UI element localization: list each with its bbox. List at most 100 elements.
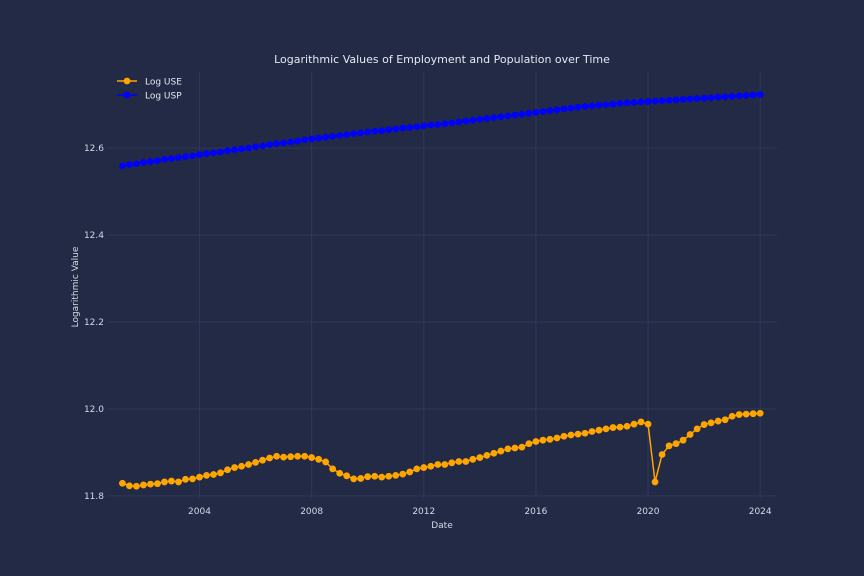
data-point [364,128,372,136]
data-point [532,109,540,116]
data-point [441,461,449,468]
data-point [378,473,386,481]
data-point [140,159,147,166]
data-point [497,113,505,121]
data-point [595,426,603,434]
data-point [175,154,182,162]
data-point [637,418,645,426]
data-point [742,92,750,99]
series-line [122,93,761,167]
data-point [301,136,309,144]
data-point [364,473,372,481]
data-point [161,478,168,486]
data-point [735,92,743,100]
data-point [602,101,610,108]
data-point [637,98,645,106]
data-point [644,420,652,428]
data-point [448,119,456,127]
data-point [476,115,484,123]
data-point [504,445,512,453]
data-point [532,438,540,445]
data-point [315,134,323,142]
x-axis-title: Date [431,521,453,531]
data-point [448,459,456,467]
data-point [329,465,337,473]
data-point [623,422,631,430]
data-point [483,115,491,122]
legend: Log USE Log USP [117,78,182,102]
data-point [343,131,351,139]
data-point [378,127,386,135]
data-point [280,453,288,461]
data-point [623,99,631,107]
data-point [154,157,161,165]
data-point [693,425,701,433]
data-point [476,454,484,461]
data-point [553,106,561,114]
data-point [728,412,736,420]
data-point [707,94,715,102]
data-point [749,91,757,99]
data-point [413,465,421,473]
data-point [469,116,477,124]
data-point [581,429,589,437]
data-point [672,96,680,104]
data-point [350,475,358,483]
data-point [574,430,582,438]
data-point [658,451,666,458]
data-point [567,431,575,439]
data-point [546,107,554,115]
data-point [406,124,414,132]
data-point [630,420,638,428]
data-point [546,435,554,443]
y-tick-label: 12.0 [84,405,104,415]
data-point [266,454,273,462]
data-point [434,121,442,128]
data-point [210,471,217,478]
data-point [273,140,280,148]
data-point [399,124,407,132]
legend-marker [123,77,131,85]
data-point [756,91,764,98]
data-point [294,137,302,145]
data-point [427,121,435,129]
x-tick-label: 2024 [749,507,772,517]
data-point [434,461,442,468]
y-tick-label: 11.8 [84,492,104,502]
data-point [119,479,126,487]
data-point [140,481,147,489]
legend-label: Log USP [145,92,182,102]
data-point [553,434,561,442]
series-0 [119,409,764,490]
data-point [238,145,245,153]
x-tick-label: 2008 [300,507,323,517]
data-point [588,102,596,110]
data-point [602,425,610,433]
data-point [217,148,224,156]
data-point [287,453,295,461]
data-point [210,149,217,157]
data-point [518,443,526,451]
data-point [350,130,358,138]
data-point [707,419,715,427]
data-point [266,141,273,148]
data-point [728,92,736,100]
data-point [658,97,666,105]
data-point [462,458,470,465]
data-point [469,455,477,463]
x-tick-label: 2020 [637,507,660,517]
x-tick-label: 2004 [188,507,211,517]
data-point [168,477,175,485]
data-point [231,146,238,154]
data-point [721,93,729,101]
data-point [308,135,316,143]
data-point [168,155,175,162]
data-point [518,110,526,118]
data-point [294,452,302,460]
data-point [672,440,680,448]
data-point [665,96,673,104]
data-point [203,472,210,479]
y-tick-label: 12.2 [84,318,104,328]
data-point [161,155,168,163]
